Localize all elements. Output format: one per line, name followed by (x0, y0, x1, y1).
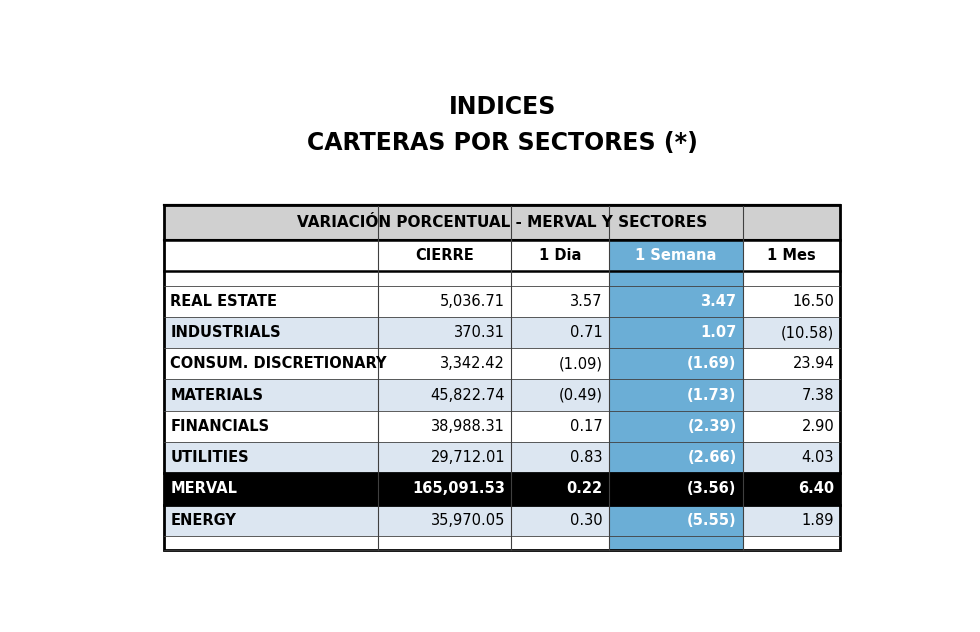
Text: 38,988.31: 38,988.31 (431, 419, 506, 434)
Text: (10.58): (10.58) (781, 325, 834, 340)
Bar (165, 411, 840, 442)
Text: REAL ESTATE: REAL ESTATE (171, 294, 277, 309)
Text: CONSUM. DISCRETIONARY: CONSUM. DISCRETIONARY (171, 356, 387, 372)
Text: CIERRE: CIERRE (416, 248, 473, 263)
Text: 0.17: 0.17 (570, 419, 603, 434)
Text: 3.47: 3.47 (701, 294, 737, 309)
Text: (1.69): (1.69) (687, 356, 737, 372)
Bar (609, 411, 743, 442)
Text: 0.22: 0.22 (566, 482, 603, 496)
Text: (1.73): (1.73) (687, 387, 737, 403)
Bar (609, 240, 743, 271)
Bar (609, 348, 743, 379)
Text: 1 Semana: 1 Semana (635, 248, 716, 263)
Text: 16.50: 16.50 (792, 294, 834, 309)
Text: 35,970.05: 35,970.05 (431, 513, 506, 528)
Bar (165, 271, 840, 286)
Bar (165, 442, 840, 473)
Text: ENERGY: ENERGY (171, 513, 236, 528)
Text: 1.89: 1.89 (802, 513, 834, 528)
Text: 23.94: 23.94 (793, 356, 834, 372)
Text: 29,712.01: 29,712.01 (430, 450, 506, 465)
Bar (165, 286, 840, 317)
Text: MERVAL: MERVAL (171, 482, 237, 496)
Text: 7.38: 7.38 (802, 387, 834, 403)
Text: 1 Mes: 1 Mes (767, 248, 815, 263)
Bar (165, 317, 840, 348)
Text: 0.83: 0.83 (570, 450, 603, 465)
Text: (3.56): (3.56) (687, 482, 737, 496)
Text: 6.40: 6.40 (798, 482, 834, 496)
Text: (1.09): (1.09) (559, 356, 603, 372)
Text: 2.90: 2.90 (802, 419, 834, 434)
Text: MATERIALS: MATERIALS (171, 387, 264, 403)
Text: 0.30: 0.30 (570, 513, 603, 528)
Bar (165, 473, 840, 504)
Bar (165, 240, 840, 271)
Bar (165, 504, 840, 536)
Bar (609, 442, 743, 473)
Text: (2.39): (2.39) (687, 419, 737, 434)
Bar (609, 504, 743, 536)
Text: 370.31: 370.31 (454, 325, 506, 340)
Text: FINANCIALS: FINANCIALS (171, 419, 270, 434)
Bar (609, 271, 743, 286)
Bar (165, 205, 840, 240)
Bar (165, 536, 840, 550)
Bar (609, 536, 743, 550)
Bar (165, 379, 840, 411)
Text: UTILITIES: UTILITIES (171, 450, 249, 465)
Bar (609, 317, 743, 348)
Bar (165, 348, 840, 379)
Text: CARTERAS POR SECTORES (*): CARTERAS POR SECTORES (*) (307, 131, 698, 155)
Text: INDICES: INDICES (449, 95, 556, 119)
Bar (609, 286, 743, 317)
Text: (2.66): (2.66) (687, 450, 737, 465)
Text: VARIACIÓN PORCENTUAL - MERVAL Y SECTORES: VARIACIÓN PORCENTUAL - MERVAL Y SECTORES (297, 215, 708, 230)
Text: 1.07: 1.07 (701, 325, 737, 340)
Text: (5.55): (5.55) (687, 513, 737, 528)
Text: 1 Dia: 1 Dia (539, 248, 581, 263)
Text: (0.49): (0.49) (559, 387, 603, 403)
Text: INDUSTRIALS: INDUSTRIALS (171, 325, 281, 340)
Text: 4.03: 4.03 (802, 450, 834, 465)
Bar (609, 379, 743, 411)
Text: 3,342.42: 3,342.42 (440, 356, 506, 372)
Text: 0.71: 0.71 (570, 325, 603, 340)
Text: 165,091.53: 165,091.53 (413, 482, 506, 496)
Text: 45,822.74: 45,822.74 (431, 387, 506, 403)
Text: 3.57: 3.57 (570, 294, 603, 309)
Text: 5,036.71: 5,036.71 (440, 294, 506, 309)
